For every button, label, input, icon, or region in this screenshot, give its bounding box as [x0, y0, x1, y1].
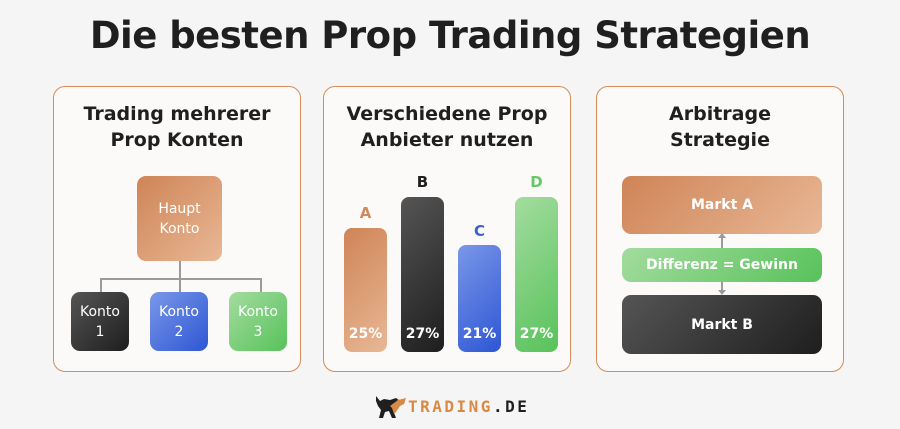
main-account-line2: Konto	[159, 220, 200, 237]
sub-account-2: Konto 2	[150, 292, 208, 351]
panel-title-line2: Strategie	[670, 129, 770, 151]
main-account-box: Haupt Konto	[137, 176, 222, 261]
market-b-box: Markt B	[622, 295, 822, 354]
panel-title-line1: Arbitrage	[669, 103, 771, 125]
arrow-down-icon	[718, 290, 726, 295]
sub-account-3: Konto 3	[229, 292, 287, 351]
connector-right	[260, 278, 262, 292]
arrow-down-line	[721, 282, 723, 293]
panel-arbitrage: Arbitrage Strategie Markt A Differenz = …	[596, 86, 844, 372]
logo-text-trading: TRADING	[408, 396, 493, 416]
bull-icon	[376, 396, 406, 418]
panel-title-line1: Verschiedene Prop	[346, 103, 548, 125]
bar-c: 21%	[458, 245, 501, 352]
sub-account-number: 3	[253, 323, 263, 340]
panel-title-line2: Anbieter nutzen	[360, 129, 534, 151]
arrow-up-line	[721, 236, 723, 248]
panel-title-line1: Trading mehrerer	[83, 103, 271, 125]
panel-title: Verschiedene Prop Anbieter nutzen	[324, 101, 570, 153]
bar-b: 27%	[401, 197, 444, 352]
panel-multiple-accounts: Trading mehrerer Prop Konten Haupt Konto …	[53, 86, 301, 372]
main-account-line1: Haupt	[158, 200, 201, 217]
bar-value-b: 27%	[405, 326, 440, 342]
market-a-box: Markt A	[622, 176, 822, 234]
panel-title: Arbitrage Strategie	[597, 101, 843, 153]
bar-label-d: D	[530, 173, 543, 191]
bar-value-c: 21%	[462, 326, 497, 342]
sub-account-1: Konto 1	[71, 292, 129, 351]
connector-left	[100, 278, 102, 292]
bar-value-a: 25%	[348, 326, 383, 342]
bar-label-a: A	[359, 204, 372, 222]
sub-account-number: 1	[95, 323, 105, 340]
logo-text-de: .DE	[492, 396, 530, 416]
panel-title-line2: Prop Konten	[110, 129, 244, 151]
bar-label-c: C	[473, 222, 485, 240]
sub-account-label: Konto	[238, 303, 278, 320]
bar-d: 27%	[515, 197, 558, 352]
trading-de-logo: TRADING .DE	[374, 392, 529, 420]
sub-account-label: Konto	[159, 303, 199, 320]
bar-a: 25%	[344, 228, 387, 352]
connector-vertical	[179, 261, 181, 292]
arrow-up-icon	[718, 233, 726, 238]
connector-horizontal	[100, 278, 262, 280]
difference-profit-box: Differenz = Gewinn	[622, 248, 822, 282]
bar-value-d: 27%	[519, 326, 554, 342]
page-title: Die besten Prop Trading Strategien	[89, 14, 811, 57]
sub-account-number: 2	[174, 323, 184, 340]
panel-title: Trading mehrerer Prop Konten	[54, 101, 300, 153]
bar-label-b: B	[416, 173, 429, 191]
sub-account-label: Konto	[80, 303, 120, 320]
panel-providers-chart: Verschiedene Prop Anbieter nutzen A 25% …	[323, 86, 571, 372]
